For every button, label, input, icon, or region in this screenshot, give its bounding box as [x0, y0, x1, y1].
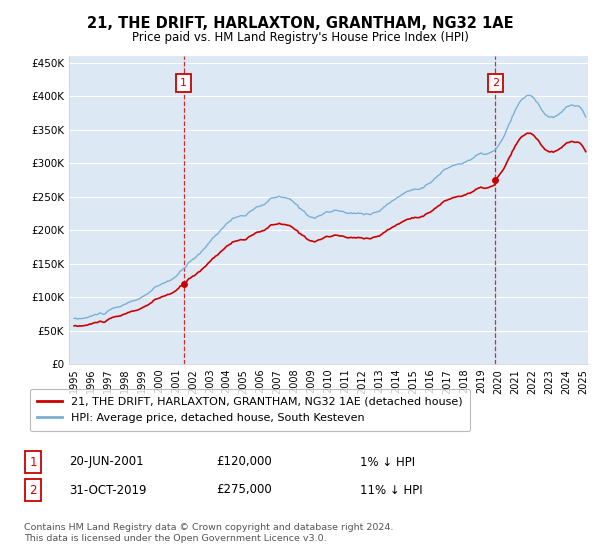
Text: 31-OCT-2019: 31-OCT-2019	[69, 483, 146, 497]
Legend: 21, THE DRIFT, HARLAXTON, GRANTHAM, NG32 1AE (detached house), HPI: Average pric: 21, THE DRIFT, HARLAXTON, GRANTHAM, NG32…	[29, 389, 470, 431]
Text: 20-JUN-2001: 20-JUN-2001	[69, 455, 143, 469]
Text: 2: 2	[29, 483, 37, 497]
Text: Price paid vs. HM Land Registry's House Price Index (HPI): Price paid vs. HM Land Registry's House …	[131, 31, 469, 44]
Text: 21, THE DRIFT, HARLAXTON, GRANTHAM, NG32 1AE: 21, THE DRIFT, HARLAXTON, GRANTHAM, NG32…	[86, 16, 514, 31]
Text: 2: 2	[492, 78, 499, 88]
Text: 1: 1	[180, 78, 187, 88]
Text: 11% ↓ HPI: 11% ↓ HPI	[360, 483, 422, 497]
Text: Contains HM Land Registry data © Crown copyright and database right 2024.
This d: Contains HM Land Registry data © Crown c…	[24, 524, 394, 543]
Text: £275,000: £275,000	[216, 483, 272, 497]
Text: £120,000: £120,000	[216, 455, 272, 469]
Text: 1% ↓ HPI: 1% ↓ HPI	[360, 455, 415, 469]
Text: 1: 1	[29, 455, 37, 469]
